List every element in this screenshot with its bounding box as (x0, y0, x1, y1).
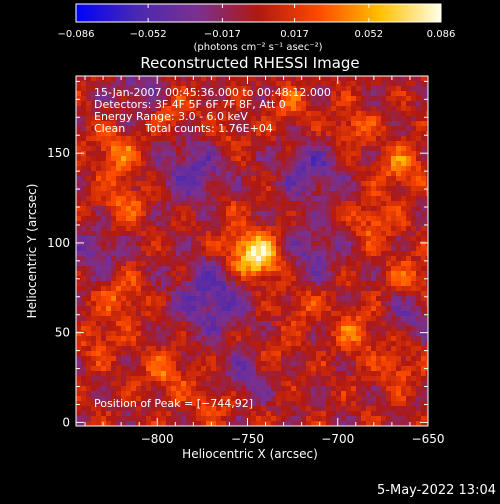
annotation-detectors: Detectors: 3F 4F 5F 6F 7F 8F, Att 0 (94, 98, 286, 111)
annotation-time: 15-Jan-2007 00:45:36.000 to 00:48:12.000 (94, 86, 331, 99)
colorbar-tick-label: −0.086 (57, 29, 94, 40)
x-tick-label: −800 (141, 432, 174, 446)
annotation-energy: Energy Range: 3.0 - 6.0 keV (94, 110, 248, 123)
x-tick-label: −750 (231, 432, 264, 446)
x-tick-label: −650 (412, 432, 445, 446)
y-tick-label: 0 (62, 415, 70, 429)
colorbar-tick-label: −0.017 (204, 29, 241, 40)
colorbar-frame (75, 3, 442, 23)
y-tick-label: 50 (55, 326, 70, 340)
colorbar-tick-label: 0.086 (427, 29, 456, 40)
y-tick-label: 150 (47, 146, 70, 160)
peak-label: Position of Peak = [−744,92] (94, 397, 253, 410)
annotation-counts: Total counts: 1.76E+04 (144, 122, 273, 135)
colorbar (76, 4, 441, 22)
x-tick-label: −700 (321, 432, 354, 446)
colorbar-tick-label: 0.017 (280, 29, 309, 40)
heatmap-image (76, 76, 428, 426)
annotation-method: Clean (94, 122, 125, 135)
colorbar-tick-label: −0.052 (130, 29, 167, 40)
colorbar-units: (photons cm⁻² s⁻¹ asec⁻²) (193, 42, 322, 53)
plot-frame (75, 75, 429, 427)
y-axis-label: Heliocentric Y (arcsec) (25, 184, 39, 319)
timestamp: 5-May-2022 13:04 (377, 483, 496, 498)
y-tick-label: 100 (47, 236, 70, 250)
chart-title: Reconstructed RHESSI Image (140, 54, 359, 72)
x-axis-label: Heliocentric X (arcsec) (182, 447, 318, 461)
colorbar-tick-label: 0.052 (355, 29, 384, 40)
